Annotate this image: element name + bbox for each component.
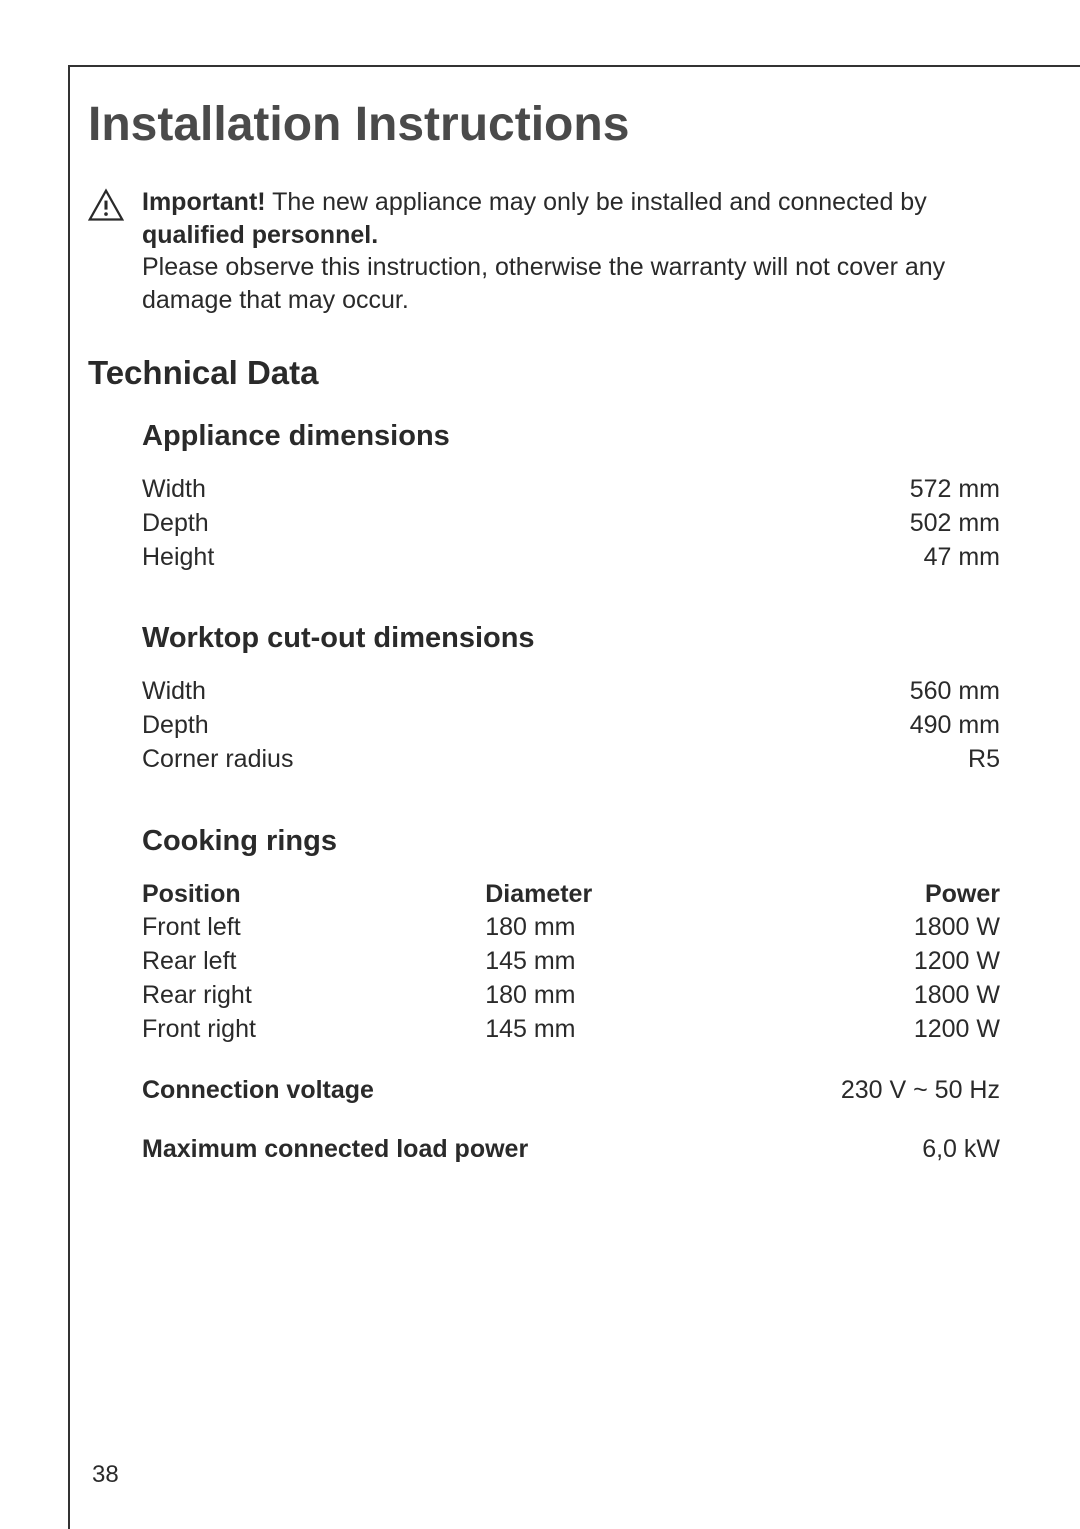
- connection-voltage-value: 230 V ~ 50 Hz: [841, 1076, 1000, 1105]
- connection-voltage-row: Connection voltage 230 V ~ 50 Hz: [142, 1076, 1000, 1105]
- spec-label: Height: [142, 541, 214, 575]
- spec-value: 560 mm: [910, 675, 1000, 709]
- spec-label: Corner radius: [142, 743, 293, 777]
- spec-row: Width 572 mm: [142, 473, 1000, 507]
- table-row: Rear right 180 mm 1800 W: [142, 979, 1000, 1013]
- cooking-rings-title: Cooking rings: [142, 825, 1000, 858]
- important-lead: Important!: [142, 188, 266, 216]
- worktop-block: Worktop cut-out dimensions Width 560 mm …: [142, 622, 1000, 776]
- spec-label: Width: [142, 675, 206, 709]
- spec-label: Depth: [142, 507, 209, 541]
- table-row: Front left 180 mm 1800 W: [142, 911, 1000, 945]
- page-frame: Installation Instructions Important! The…: [68, 65, 1080, 1529]
- important-block: Important! The new appliance may only be…: [88, 186, 1000, 316]
- cell-diameter: 180 mm: [485, 979, 700, 1013]
- warning-icon: [88, 188, 124, 224]
- important-text: Important! The new appliance may only be…: [142, 186, 1000, 316]
- spec-value: 502 mm: [910, 507, 1000, 541]
- spec-value: 47 mm: [924, 541, 1000, 575]
- cell-diameter: 180 mm: [485, 911, 700, 945]
- max-load-value: 6,0 kW: [922, 1135, 1000, 1164]
- max-load-row: Maximum connected load power 6,0 kW: [142, 1135, 1000, 1164]
- cell-position: Front left: [142, 911, 485, 945]
- spec-value: 490 mm: [910, 709, 1000, 743]
- cell-power: 1200 W: [700, 1013, 1000, 1047]
- content-body: Appliance dimensions Width 572 mm Depth …: [142, 420, 1000, 1164]
- header-diameter: Diameter: [485, 878, 700, 912]
- important-text2: Please observe this instruction, otherwi…: [142, 253, 945, 314]
- spec-value: R5: [968, 743, 1000, 777]
- spec-row: Corner radius R5: [142, 743, 1000, 777]
- cell-position: Rear left: [142, 945, 485, 979]
- table-row: Rear left 145 mm 1200 W: [142, 945, 1000, 979]
- appliance-dimensions-block: Appliance dimensions Width 572 mm Depth …: [142, 420, 1000, 574]
- cell-power: 1800 W: [700, 979, 1000, 1013]
- spec-row: Depth 490 mm: [142, 709, 1000, 743]
- cell-diameter: 145 mm: [485, 1013, 700, 1047]
- spec-row: Depth 502 mm: [142, 507, 1000, 541]
- spec-value: 572 mm: [910, 473, 1000, 507]
- page-title: Installation Instructions: [88, 97, 1000, 152]
- worktop-title: Worktop cut-out dimensions: [142, 622, 1000, 655]
- appliance-dimensions-title: Appliance dimensions: [142, 420, 1000, 453]
- important-text1: The new appliance may only be installed …: [266, 188, 927, 216]
- header-position: Position: [142, 878, 485, 912]
- cell-power: 1200 W: [700, 945, 1000, 979]
- connection-voltage-label: Connection voltage: [142, 1076, 374, 1105]
- cell-diameter: 145 mm: [485, 945, 700, 979]
- table-header: Position Diameter Power: [142, 878, 1000, 912]
- section-title: Technical Data: [88, 354, 1000, 392]
- cooking-rings-block: Cooking rings Position Diameter Power Fr…: [142, 825, 1000, 1165]
- cell-power: 1800 W: [700, 911, 1000, 945]
- cell-position: Front right: [142, 1013, 485, 1047]
- cell-position: Rear right: [142, 979, 485, 1013]
- spec-row: Height 47 mm: [142, 541, 1000, 575]
- header-power: Power: [700, 878, 1000, 912]
- spec-label: Width: [142, 473, 206, 507]
- important-trail: qualified personnel.: [142, 221, 378, 249]
- spec-row: Width 560 mm: [142, 675, 1000, 709]
- max-load-label: Maximum connected load power: [142, 1135, 528, 1164]
- page-number: 38: [92, 1461, 119, 1489]
- table-row: Front right 145 mm 1200 W: [142, 1013, 1000, 1047]
- spec-label: Depth: [142, 709, 209, 743]
